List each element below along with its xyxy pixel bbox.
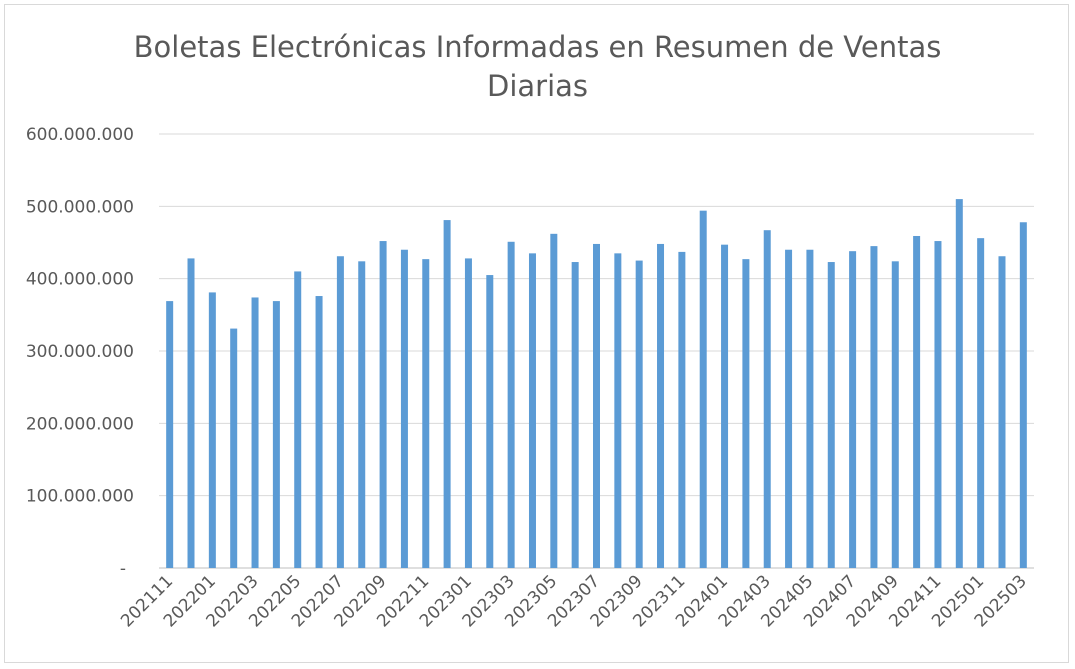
chart-title: Boletas Electrónicas Informadas en Resum… bbox=[0, 28, 1075, 106]
bar-202411 bbox=[934, 241, 942, 569]
y-axis-tick-labels: - 100.000.000 200.000.000 300.000.000 400.00… bbox=[26, 125, 134, 579]
y-tick-label: - bbox=[120, 559, 126, 579]
bar-202206 bbox=[315, 296, 323, 568]
bar-202209 bbox=[379, 241, 387, 569]
bar-202309 bbox=[635, 260, 643, 568]
bar-202111 bbox=[166, 301, 174, 568]
bar-202404 bbox=[785, 249, 793, 569]
bar-202408 bbox=[870, 246, 878, 568]
bar-202405 bbox=[806, 249, 814, 569]
bar-202303 bbox=[507, 241, 515, 568]
bar-202307 bbox=[593, 243, 600, 568]
bar-202312 bbox=[699, 210, 707, 569]
bar-202203 bbox=[251, 297, 259, 568]
bar-202401 bbox=[721, 244, 729, 569]
bar-202306 bbox=[571, 262, 579, 568]
bar-202201 bbox=[208, 292, 216, 568]
bar-series bbox=[166, 199, 1027, 569]
bar-202210 bbox=[400, 249, 408, 569]
bar-202407 bbox=[849, 251, 857, 568]
bar-202212 bbox=[443, 220, 451, 568]
bar-202112 bbox=[187, 258, 195, 568]
y-tick-label: 600.000.000 bbox=[26, 125, 134, 145]
y-tick-label: 200.000.000 bbox=[26, 414, 134, 434]
chart-frame bbox=[4, 4, 1069, 663]
chart-title-line-2: Diarias bbox=[486, 69, 589, 103]
bar-202501 bbox=[977, 238, 985, 568]
chart-title-line-1: Boletas Electrónicas Informadas en Resum… bbox=[133, 30, 942, 64]
y-tick-label: 100.000.000 bbox=[26, 487, 134, 507]
bar-202308 bbox=[614, 253, 622, 568]
bar-202204 bbox=[272, 301, 280, 568]
bar-202402 bbox=[742, 259, 750, 568]
bar-202208 bbox=[358, 261, 366, 568]
bar-202304 bbox=[528, 253, 536, 568]
bar-202412 bbox=[955, 199, 963, 568]
bar-202205 bbox=[294, 271, 302, 568]
bar-202410 bbox=[913, 235, 921, 569]
bar-202301 bbox=[464, 258, 472, 568]
x-axis-tick-labels: 2021112022012022032022052022072022092022… bbox=[117, 571, 1031, 631]
bar-202310 bbox=[657, 243, 665, 568]
bar-202503 bbox=[1019, 222, 1027, 568]
bar-202207 bbox=[336, 256, 344, 568]
bar-202305 bbox=[550, 233, 558, 568]
bar-202302 bbox=[486, 275, 494, 568]
bar-202211 bbox=[422, 259, 430, 568]
bar-202403 bbox=[763, 230, 771, 568]
y-tick-label: 400.000.000 bbox=[26, 270, 134, 290]
y-tick-label: 300.000.000 bbox=[26, 342, 134, 362]
y-tick-label: 500.000.000 bbox=[26, 197, 134, 217]
bar-202502 bbox=[998, 256, 1006, 568]
bar-202409 bbox=[891, 261, 899, 568]
bar-202202 bbox=[230, 328, 238, 568]
bar-202406 bbox=[827, 262, 835, 568]
bar-202311 bbox=[678, 251, 686, 568]
